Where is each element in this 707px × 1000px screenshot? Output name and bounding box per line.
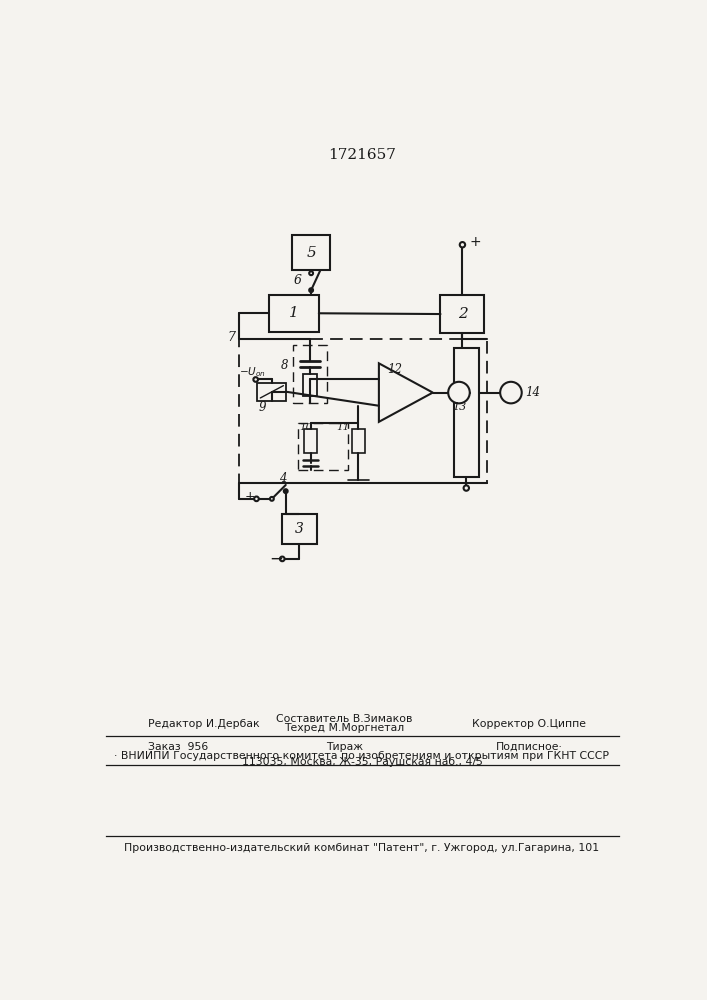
Text: 14: 14 [525, 386, 540, 399]
Polygon shape [454, 386, 463, 399]
Bar [304, 429, 317, 453]
Text: Тираж: Тираж [326, 742, 363, 752]
Bar [352, 429, 365, 453]
Bar [292, 235, 330, 270]
Circle shape [284, 489, 288, 493]
Text: −: − [269, 549, 283, 567]
Circle shape [309, 271, 313, 275]
Text: +: + [469, 235, 481, 249]
Text: 11: 11 [337, 423, 350, 432]
Text: Заказ  956: Заказ 956 [148, 742, 208, 752]
Text: 2: 2 [457, 307, 467, 321]
Text: 3: 3 [295, 522, 303, 536]
Text: Производственно-издательский комбинат "Патент", г. Ужгород, ул.Гагарина, 101: Производственно-издательский комбинат "П… [124, 843, 600, 853]
Circle shape [464, 485, 469, 491]
Circle shape [280, 557, 284, 561]
Text: 6: 6 [294, 274, 302, 287]
Circle shape [448, 382, 469, 403]
Polygon shape [379, 363, 433, 422]
Bar [282, 514, 317, 544]
Text: 8: 8 [281, 359, 288, 372]
Text: Редактор И.Дербак: Редактор И.Дербак [148, 719, 259, 729]
Circle shape [500, 382, 522, 403]
Text: 13: 13 [452, 402, 466, 412]
Bar [303, 374, 317, 396]
Bar [293, 345, 327, 403]
Circle shape [309, 288, 313, 292]
Bar [298, 423, 348, 470]
Text: $-U_{on}$: $-U_{on}$ [239, 365, 266, 379]
Text: 7: 7 [227, 331, 235, 344]
Text: Техред М.Моргнетал: Техред М.Моргнетал [284, 723, 404, 733]
Bar [269, 295, 319, 332]
Text: 12: 12 [387, 363, 402, 376]
Text: +: + [245, 490, 256, 503]
Text: Корректор О.Циппе: Корректор О.Циппе [472, 719, 586, 729]
Bar [257, 383, 286, 401]
Bar [454, 348, 479, 477]
Text: 113035, Москва, Ж-35, Раушская наб., 4/5: 113035, Москва, Ж-35, Раушская наб., 4/5 [242, 757, 482, 767]
Circle shape [254, 497, 259, 501]
Circle shape [460, 242, 465, 247]
Circle shape [253, 377, 258, 382]
Text: · ВНИИПИ Государственного комитета по изобретениям и открытиям при ГКНТ СССР: · ВНИИПИ Государственного комитета по из… [115, 751, 609, 761]
Text: 1721657: 1721657 [328, 148, 396, 162]
Text: Составитель В.Зимаков: Составитель В.Зимаков [276, 714, 412, 724]
Text: 4: 4 [279, 472, 286, 485]
Text: 5: 5 [306, 246, 316, 260]
Text: Подписное·: Подписное· [496, 742, 563, 752]
Bar [440, 295, 484, 333]
Bar [239, 339, 486, 483]
Circle shape [270, 497, 274, 501]
Text: 1: 1 [289, 306, 298, 320]
Text: 9: 9 [259, 401, 267, 414]
Text: 10: 10 [300, 423, 312, 432]
